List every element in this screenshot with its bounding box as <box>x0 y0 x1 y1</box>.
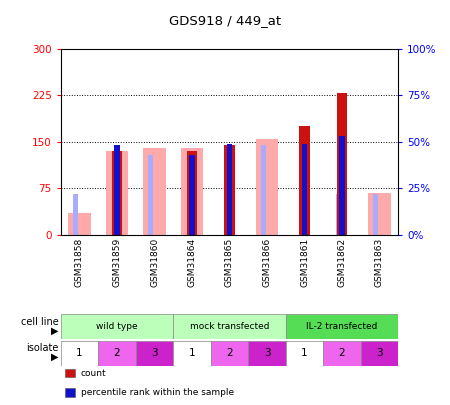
Bar <box>112 151 122 235</box>
Bar <box>98 341 136 366</box>
Bar <box>339 136 345 235</box>
Text: 3: 3 <box>376 348 383 358</box>
Bar <box>227 144 232 235</box>
Bar <box>302 144 307 235</box>
Text: ▶: ▶ <box>51 326 58 335</box>
Bar <box>368 193 391 235</box>
Bar <box>337 93 347 235</box>
Text: 2: 2 <box>226 348 233 358</box>
Bar <box>61 314 173 339</box>
Text: 2: 2 <box>114 348 120 358</box>
Bar <box>286 314 398 339</box>
Bar <box>148 155 153 235</box>
Text: 3: 3 <box>151 348 158 358</box>
Bar <box>61 341 98 366</box>
Bar <box>256 139 278 235</box>
Bar <box>173 314 286 339</box>
Bar <box>211 341 248 366</box>
Bar <box>361 341 398 366</box>
Text: isolate: isolate <box>26 343 59 353</box>
Bar <box>299 126 310 235</box>
Bar <box>248 341 286 366</box>
Bar <box>323 341 361 366</box>
Text: count: count <box>81 369 106 377</box>
Bar <box>286 341 323 366</box>
Text: 2: 2 <box>339 348 345 358</box>
Bar <box>136 341 173 366</box>
Bar <box>336 194 341 235</box>
Bar <box>73 194 78 235</box>
Bar <box>106 151 128 235</box>
Text: ▶: ▶ <box>51 352 58 362</box>
Bar <box>373 194 378 235</box>
Bar <box>224 145 235 235</box>
Bar <box>68 213 91 235</box>
Text: 1: 1 <box>301 348 308 358</box>
Text: wild type: wild type <box>96 322 138 331</box>
Text: mock transfected: mock transfected <box>190 322 269 331</box>
Bar <box>173 341 211 366</box>
Bar <box>189 155 194 235</box>
Bar <box>143 148 166 235</box>
Bar <box>114 145 120 235</box>
Text: 1: 1 <box>76 348 83 358</box>
Text: 1: 1 <box>189 348 195 358</box>
Text: 3: 3 <box>264 348 270 358</box>
Text: percentile rank within the sample: percentile rank within the sample <box>81 388 234 397</box>
Text: cell line: cell line <box>21 317 58 326</box>
Bar <box>261 145 266 235</box>
Bar <box>187 151 197 235</box>
Bar <box>181 148 203 235</box>
Text: GDS918 / 449_at: GDS918 / 449_at <box>169 14 281 27</box>
Text: IL-2 transfected: IL-2 transfected <box>306 322 378 331</box>
